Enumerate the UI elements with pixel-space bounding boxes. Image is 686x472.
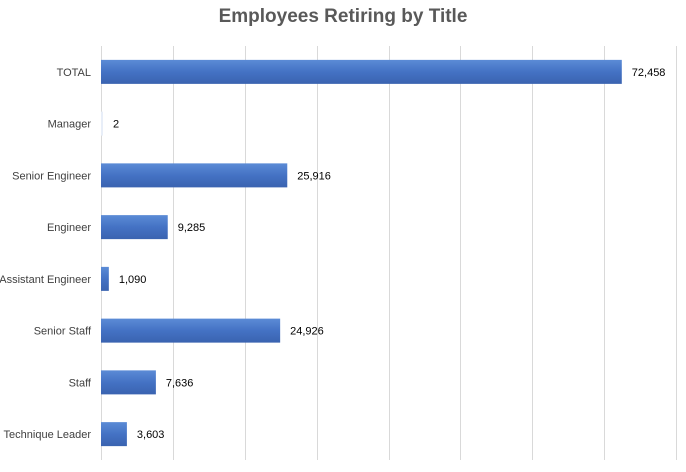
value-label: 2: [113, 119, 119, 131]
bars: [101, 59, 622, 447]
bar-technique-leader: [101, 422, 127, 447]
category-labels: TOTAL Manager Senior Engineer Engineer Assis…: [0, 67, 92, 441]
value-label: 1,090: [119, 274, 147, 286]
category-label: Senior Engineer: [12, 170, 91, 182]
bar-staff: [101, 370, 156, 395]
chart-title: Employees Retiring by Title: [218, 6, 468, 27]
value-label: 24,926: [290, 326, 324, 338]
bar-senior-staff: [101, 318, 281, 343]
value-label: 72,458: [632, 67, 666, 79]
category-label: Engineer: [47, 222, 91, 234]
category-label: Senior Staff: [34, 326, 92, 338]
category-label: Assistant Engineer: [0, 274, 91, 286]
value-label: 9,285: [178, 222, 206, 234]
category-label: Manager: [48, 119, 92, 131]
bar-manager: [101, 111, 103, 136]
category-label: Staff: [69, 377, 92, 389]
bar-assistant-engineer: [101, 266, 109, 291]
value-label: 3,603: [137, 429, 165, 441]
value-label: 7,636: [166, 377, 194, 389]
bar-total: [101, 59, 622, 84]
gridlines: [101, 46, 677, 460]
category-label: TOTAL: [57, 67, 91, 79]
value-labels: 72,458 2 25,916 9,285 1,090 24,926 7,636 3,603: [113, 67, 665, 441]
category-label: Technique Leader: [4, 429, 92, 441]
value-label: 25,916: [297, 170, 331, 182]
bar-senior-engineer: [101, 163, 288, 188]
bar-engineer: [101, 215, 168, 240]
